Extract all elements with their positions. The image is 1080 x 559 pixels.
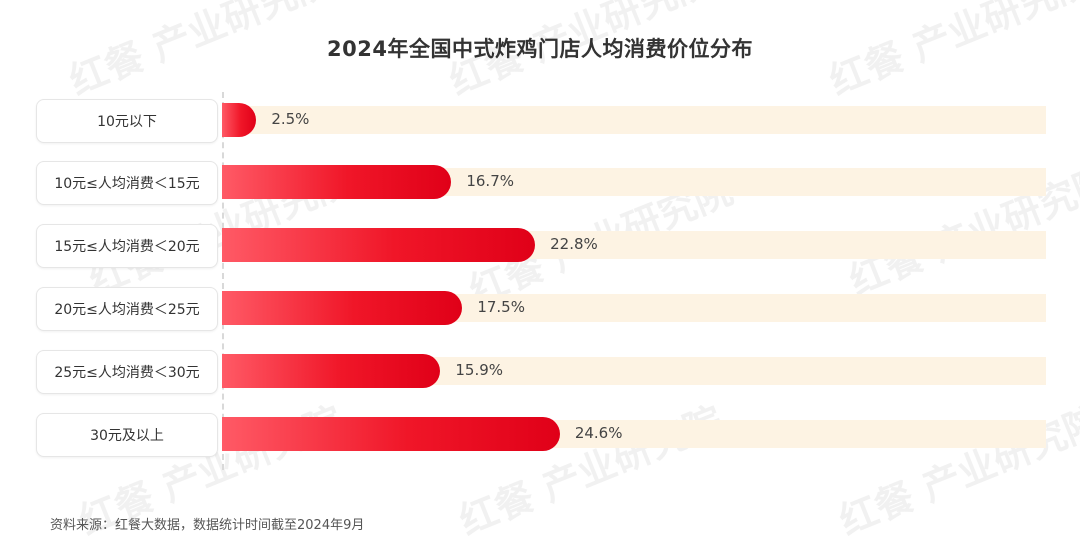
data-label: 15.9% xyxy=(455,361,504,379)
bar xyxy=(222,228,536,262)
source-note: 资料来源：红餐大数据，数据统计时间截至2024年9月 xyxy=(50,518,365,533)
axis-divider xyxy=(222,92,224,470)
bar-row: 20元≤人均消费＜25元 17.5% xyxy=(0,287,1080,331)
category-label: 30元及以上 xyxy=(36,413,218,457)
data-label: 22.8% xyxy=(550,235,598,253)
bar-row: 25元≤人均消费＜30元 15.9% xyxy=(0,350,1080,394)
bar xyxy=(222,291,463,325)
category-label: 25元≤人均消费＜30元 xyxy=(36,350,218,394)
bar-row: 10元以下 2.5% xyxy=(0,99,1080,143)
chart-title: 2024年全国中式炸鸡门店人均消费价位分布 xyxy=(327,37,753,61)
category-label: 15元≤人均消费＜20元 xyxy=(36,224,218,268)
category-label: 20元≤人均消费＜25元 xyxy=(36,287,218,331)
bar-track xyxy=(222,106,1046,134)
category-label: 10元以下 xyxy=(36,99,218,143)
bar xyxy=(222,354,441,388)
bar-row: 30元及以上 24.6% xyxy=(0,413,1080,457)
data-label: 24.6% xyxy=(574,424,623,442)
bar xyxy=(222,417,560,451)
data-label: 17.5% xyxy=(477,298,525,316)
bar xyxy=(222,165,452,199)
data-label: 2.5% xyxy=(271,110,310,128)
data-label: 16.7% xyxy=(466,172,514,190)
bar-row: 10元≤人均消费＜15元 16.7% xyxy=(0,161,1080,205)
bar-row: 15元≤人均消费＜20元 22.8% xyxy=(0,224,1080,268)
category-label: 10元≤人均消费＜15元 xyxy=(36,161,218,205)
bar xyxy=(222,103,257,137)
